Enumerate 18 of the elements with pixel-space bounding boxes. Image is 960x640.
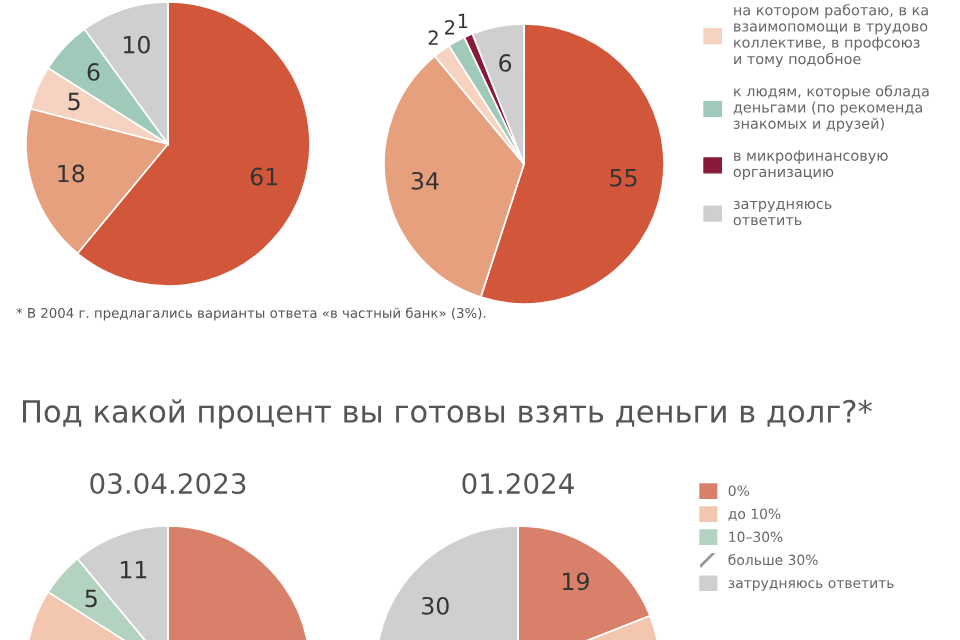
data-label: 6	[87, 63, 100, 81]
data-label: 6	[499, 53, 512, 72]
text: Под какой процент вы готовы взять деньги в долг?*	[23, 399, 872, 429]
data-label: 34	[411, 171, 439, 190]
data-label: 18	[58, 164, 85, 183]
data-label: 61	[250, 167, 278, 186]
data-label: 5	[85, 589, 97, 608]
data-label: 30	[422, 596, 449, 615]
data-label: 55	[610, 169, 637, 187]
chart-subtitle: 01.2024	[462, 473, 574, 495]
data-label: 2	[445, 19, 455, 35]
data-label: 19	[563, 572, 589, 591]
data-label: 5	[68, 92, 80, 111]
data-label: 11	[120, 561, 147, 579]
chart-subtitle: 03.04.2023	[90, 473, 246, 495]
data-label: 1	[458, 13, 468, 29]
data-label: 10	[123, 35, 150, 54]
data-label: 2	[428, 30, 438, 45]
